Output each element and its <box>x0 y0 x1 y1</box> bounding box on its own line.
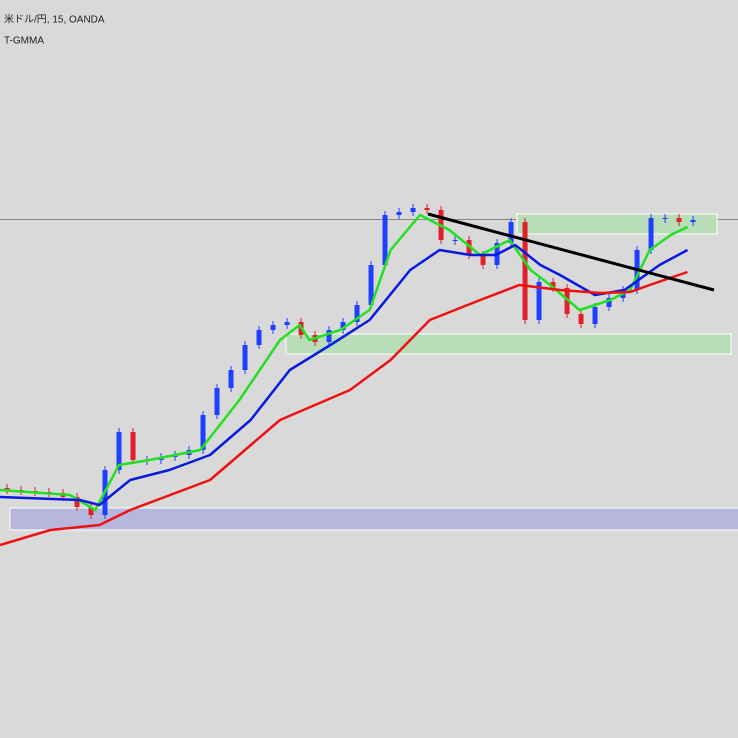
candle-body <box>270 325 276 330</box>
support-zone <box>285 333 732 355</box>
candle-body <box>550 282 556 288</box>
demand-zone <box>9 507 738 531</box>
candle-body <box>4 488 10 490</box>
candle-body <box>690 220 696 222</box>
candle-body <box>354 305 360 322</box>
candle-body <box>564 288 570 314</box>
candle-body <box>368 265 374 305</box>
candle-body <box>396 212 402 215</box>
plot <box>0 204 696 547</box>
candle-body <box>200 415 206 450</box>
candle-body <box>676 218 682 222</box>
candle-body <box>130 432 136 460</box>
candle-body <box>214 388 220 415</box>
moving-average <box>0 270 688 547</box>
candle-body <box>228 370 234 388</box>
candle-body <box>578 314 584 324</box>
candle-body <box>480 255 486 265</box>
candle-body <box>74 497 80 507</box>
chart-title: 米ドル/円, 15, OANDA <box>4 13 105 26</box>
candle-body <box>116 432 122 470</box>
candle-body <box>424 208 430 210</box>
candle-body <box>326 330 332 342</box>
moving-average <box>0 243 689 507</box>
moving-average <box>0 213 689 512</box>
candle-body <box>340 322 346 330</box>
trend-line <box>427 212 715 292</box>
candle-body <box>242 345 248 370</box>
candle-body <box>536 282 542 320</box>
candle-body <box>284 322 290 325</box>
candle-body <box>382 215 388 265</box>
candle-body <box>592 307 598 324</box>
candle-body <box>452 240 458 241</box>
indicator-name: T-GMMA <box>4 36 44 47</box>
candle-body <box>606 298 612 307</box>
resistance-zone <box>516 213 718 235</box>
candle-body <box>662 218 668 219</box>
candle-body <box>256 330 262 345</box>
candle-body <box>410 208 416 212</box>
candle-body <box>648 218 654 250</box>
candle-body <box>522 222 528 320</box>
candle-body <box>88 507 94 515</box>
candle-body <box>508 222 514 243</box>
